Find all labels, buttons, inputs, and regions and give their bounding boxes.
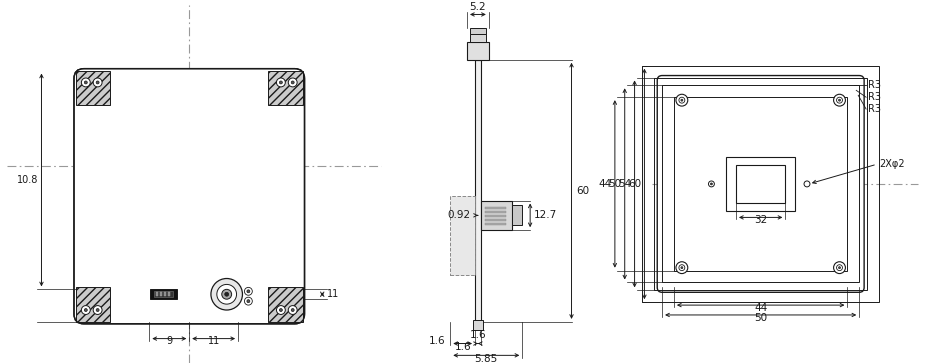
Circle shape: [276, 78, 286, 87]
Circle shape: [289, 78, 297, 87]
Circle shape: [838, 99, 840, 101]
Circle shape: [679, 265, 685, 270]
Circle shape: [833, 262, 846, 274]
Circle shape: [247, 290, 250, 293]
Text: R3: R3: [868, 80, 881, 90]
Text: 2Xφ2: 2Xφ2: [879, 159, 904, 169]
Bar: [727, 157, 796, 211]
Text: 50: 50: [754, 313, 767, 323]
Text: 11: 11: [207, 336, 219, 347]
Text: 11: 11: [327, 289, 340, 299]
Circle shape: [838, 267, 840, 269]
Circle shape: [81, 306, 90, 314]
Bar: [467, 42, 489, 60]
Text: 60: 60: [576, 186, 589, 196]
Text: 32: 32: [754, 215, 767, 225]
Bar: [484, 211, 506, 213]
Bar: [642, 66, 879, 302]
Circle shape: [96, 309, 99, 312]
Circle shape: [833, 94, 846, 106]
Text: 44: 44: [599, 179, 612, 189]
Circle shape: [676, 262, 688, 274]
Bar: [484, 223, 506, 225]
Bar: [674, 97, 848, 270]
Bar: [484, 219, 506, 221]
Circle shape: [836, 265, 843, 270]
Circle shape: [225, 292, 229, 296]
Circle shape: [681, 267, 683, 269]
Text: 1.6: 1.6: [469, 329, 486, 340]
Circle shape: [676, 94, 688, 106]
Text: 0.92: 0.92: [447, 210, 470, 220]
Text: R3: R3: [868, 92, 881, 102]
Circle shape: [84, 81, 87, 84]
Bar: [513, 206, 522, 225]
Bar: [655, 78, 867, 290]
Circle shape: [94, 78, 102, 87]
Text: 1.6: 1.6: [429, 336, 446, 345]
Bar: [76, 71, 111, 105]
Circle shape: [279, 81, 282, 84]
Text: 5.2: 5.2: [469, 1, 486, 12]
Bar: [662, 86, 859, 282]
Text: 12.7: 12.7: [534, 210, 557, 220]
Bar: [149, 289, 178, 299]
Circle shape: [836, 97, 843, 103]
Bar: [76, 287, 111, 322]
Bar: [268, 287, 303, 322]
Text: R3: R3: [868, 104, 881, 114]
Circle shape: [291, 81, 294, 84]
Circle shape: [221, 289, 232, 299]
Bar: [470, 28, 486, 34]
Bar: [481, 201, 513, 230]
Circle shape: [211, 278, 242, 310]
Circle shape: [679, 97, 685, 103]
Bar: [473, 320, 482, 330]
Circle shape: [276, 306, 286, 314]
Text: 1.6: 1.6: [454, 343, 471, 352]
FancyBboxPatch shape: [74, 69, 305, 324]
Circle shape: [279, 309, 282, 312]
Circle shape: [244, 287, 253, 295]
Text: 5.85: 5.85: [475, 354, 498, 364]
Bar: [160, 292, 162, 296]
Bar: [484, 215, 506, 217]
Bar: [470, 34, 486, 42]
Circle shape: [81, 78, 90, 87]
Bar: [154, 291, 173, 297]
Circle shape: [94, 306, 102, 314]
Circle shape: [289, 306, 297, 314]
Bar: [156, 292, 158, 296]
Bar: [484, 207, 506, 209]
Text: 50: 50: [608, 179, 622, 189]
Text: 60: 60: [628, 179, 641, 189]
Circle shape: [217, 284, 236, 304]
Bar: [736, 165, 785, 203]
Bar: [167, 292, 169, 296]
Circle shape: [96, 81, 99, 84]
Text: 54: 54: [619, 179, 632, 189]
Bar: [164, 292, 166, 296]
Circle shape: [291, 309, 294, 312]
Bar: [268, 71, 303, 105]
Circle shape: [710, 183, 712, 185]
Text: 10.8: 10.8: [17, 175, 39, 185]
Bar: [450, 196, 475, 275]
FancyBboxPatch shape: [657, 76, 864, 292]
Circle shape: [244, 297, 253, 305]
Circle shape: [247, 300, 250, 302]
Text: 9: 9: [166, 336, 172, 347]
Circle shape: [681, 99, 683, 101]
Circle shape: [84, 309, 87, 312]
Bar: [475, 60, 481, 322]
Text: 44: 44: [754, 303, 767, 313]
